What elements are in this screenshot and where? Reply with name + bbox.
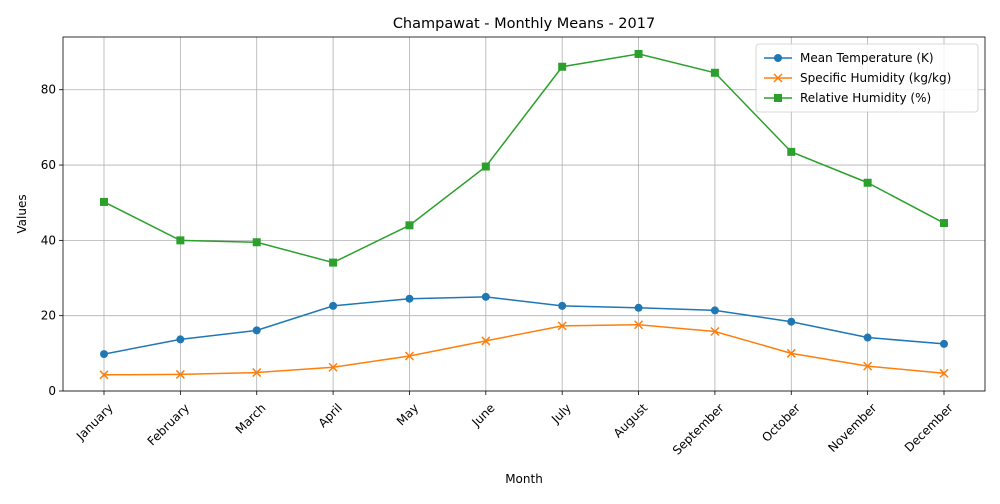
data-point — [100, 197, 108, 206]
data-point — [939, 368, 949, 378]
data-point — [557, 321, 567, 331]
legend-label: Relative Humidity (%) — [800, 91, 931, 105]
series-line — [103, 323, 945, 376]
data-point — [100, 350, 108, 359]
data-point — [786, 348, 796, 358]
data-point — [710, 68, 719, 77]
legend-box — [755, 43, 979, 113]
series-line — [103, 296, 945, 355]
chart-title: Champawat - Monthly Means - 2017 — [393, 16, 655, 32]
data-point — [940, 219, 948, 228]
data-point — [405, 294, 414, 303]
data-point — [99, 370, 109, 380]
y-tick-label: 0 — [48, 384, 56, 398]
data-point — [329, 301, 338, 310]
y-tick-label: 20 — [41, 309, 56, 323]
y-tick-label: 80 — [41, 83, 56, 97]
data-point — [863, 333, 872, 342]
data-point — [787, 317, 796, 326]
data-point — [863, 178, 872, 187]
legend-label: Mean Temperature (K) — [800, 51, 934, 65]
data-point — [328, 362, 338, 372]
y-tick-label: 60 — [41, 158, 56, 172]
data-point — [481, 162, 490, 171]
grid — [63, 37, 985, 392]
legend-marker — [773, 73, 783, 83]
x-axis-label: Month — [505, 472, 543, 486]
y-tick-label: 40 — [41, 233, 56, 247]
legend: Mean Temperature (K) Specific Humidity (k… — [755, 43, 979, 113]
data-point — [863, 361, 873, 371]
series-line — [103, 53, 945, 264]
data-point — [481, 292, 490, 301]
data-point — [558, 301, 567, 310]
data-point — [787, 147, 796, 156]
legend-item: Relative Humidity (%) — [764, 91, 931, 105]
data-point — [634, 303, 643, 312]
data-point — [710, 326, 720, 337]
legend-marker — [774, 54, 782, 62]
data-point — [252, 326, 261, 335]
data-point — [558, 62, 567, 71]
series-layer — [99, 49, 949, 380]
series-2 — [99, 320, 949, 380]
data-point — [176, 335, 185, 344]
legend-label: Specific Humidity (kg/kg) — [800, 71, 951, 85]
series-1 — [100, 292, 948, 359]
legend-marker — [774, 94, 782, 102]
legend-item: Mean Temperature (K) — [764, 51, 934, 65]
data-point — [634, 49, 643, 58]
y-axis-label: Values — [15, 194, 29, 233]
plot-frame — [62, 36, 986, 392]
data-point — [329, 258, 338, 267]
data-point — [175, 369, 185, 379]
data-point — [252, 368, 262, 378]
data-point — [634, 320, 644, 330]
series-3 — [100, 49, 948, 267]
data-point — [404, 351, 414, 361]
data-point — [176, 236, 185, 245]
data-point — [710, 306, 719, 315]
legend-item: Specific Humidity (kg/kg) — [764, 71, 951, 85]
y-axis-ticks: 0 20 40 60 80 — [41, 83, 63, 398]
data-point — [481, 336, 491, 346]
data-point — [252, 238, 261, 247]
data-point — [940, 339, 948, 348]
data-point — [405, 221, 414, 230]
